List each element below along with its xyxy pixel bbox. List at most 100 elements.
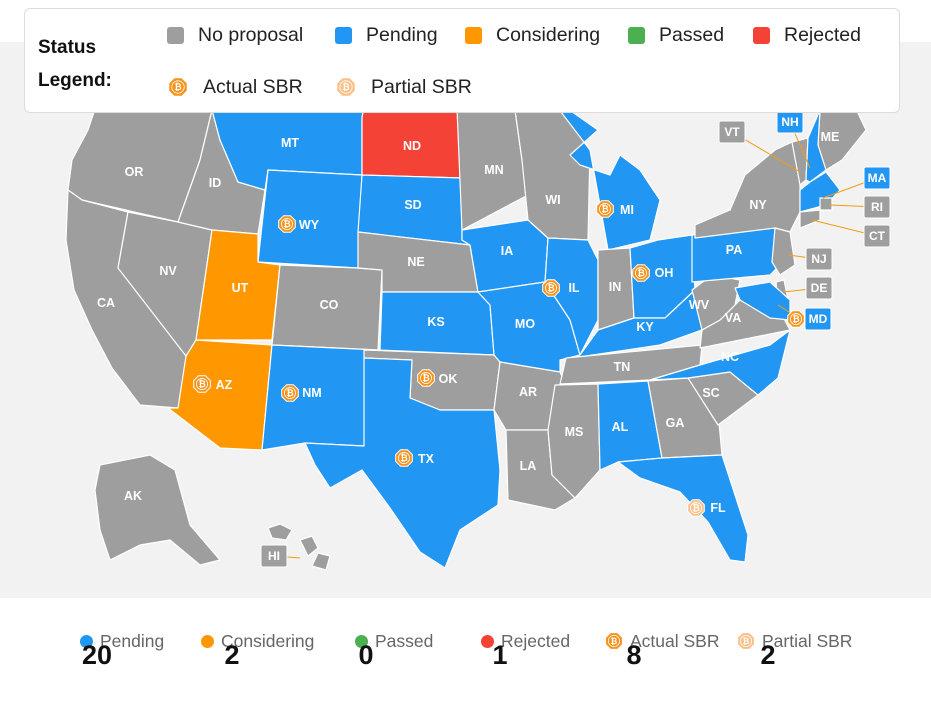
- state-box-ma[interactable]: MA: [863, 166, 891, 190]
- summary-item-partial-sbr: ₿ Partial SBR: [736, 630, 886, 652]
- state-label-la: LA: [520, 459, 537, 473]
- state-label-ok: OK: [439, 372, 458, 386]
- state-label-or: OR: [125, 165, 144, 179]
- bitcoin-actual-icon: ₿: [281, 384, 299, 402]
- state-label-wi: WI: [545, 193, 560, 207]
- summary-item-actual-sbr: ₿ Actual SBR: [604, 630, 754, 652]
- legend-label: Rejected: [784, 23, 861, 46]
- state-box-nj[interactable]: NJ: [805, 247, 833, 271]
- state-box-label-md: MD: [809, 312, 828, 326]
- state-label-mo: MO: [515, 317, 535, 331]
- summary-panel: Pending 20 Considering 2 Passed 0 Rejected 1 ₿ Ac…: [0, 598, 931, 712]
- summary-item-rejected: Rejected: [481, 630, 631, 652]
- state-label-in: IN: [609, 280, 622, 294]
- bitcoin-partial-icon: ₿: [737, 632, 755, 650]
- summary-label: Actual SBR: [630, 630, 720, 651]
- state-label-ca: CA: [97, 296, 115, 310]
- summary-dot: [481, 634, 494, 648]
- svg-text:₿: ₿: [422, 373, 429, 384]
- svg-text:₿: ₿: [547, 283, 554, 294]
- summary-label: Partial SBR: [762, 630, 853, 651]
- legend-label: Partial SBR: [371, 75, 472, 98]
- legend-swatch: [335, 26, 352, 44]
- state-box-de[interactable]: DE: [805, 276, 833, 300]
- state-label-wy: WY: [299, 218, 320, 232]
- state-label-oh: OH: [655, 266, 674, 280]
- state-label-pa: PA: [726, 243, 742, 257]
- state-label-id: ID: [209, 176, 222, 190]
- state-box-label-ct: CT: [869, 229, 886, 243]
- state-label-tx: TX: [418, 452, 435, 466]
- state-ak[interactable]: [94, 454, 221, 566]
- legend-item-pending: Pending: [335, 23, 438, 47]
- state-co[interactable]: [271, 264, 383, 351]
- state-label-mi: MI: [620, 203, 634, 217]
- bitcoin-actual-icon: ₿: [605, 632, 623, 650]
- state-label-fl: FL: [710, 501, 726, 515]
- bitcoin-partial-icon: ₿: [737, 632, 755, 650]
- legend-swatch: [628, 26, 645, 44]
- summary-count: 2: [760, 640, 776, 670]
- summary-dot: [80, 634, 93, 648]
- state-label-va: VA: [725, 311, 741, 325]
- state-box-md[interactable]: MD ₿: [787, 307, 832, 331]
- state-label-ms: MS: [565, 425, 584, 439]
- legend-label: Pending: [366, 23, 438, 46]
- state-label-nc: NC: [721, 350, 739, 364]
- summary-dot: [201, 634, 214, 648]
- state-label-tn: TN: [614, 360, 631, 374]
- state-nc[interactable]: [649, 329, 791, 396]
- state-label-me: ME: [821, 130, 840, 144]
- svg-text:₿: ₿: [286, 388, 293, 399]
- legend-swatch: [465, 26, 482, 44]
- state-label-ut: UT: [232, 281, 249, 295]
- state-box-label-vt: VT: [724, 125, 740, 139]
- state-box-label-ma: MA: [868, 171, 887, 185]
- bitcoin-actual-icon: ₿: [417, 369, 435, 387]
- bitcoin-actual-icon: ₿: [787, 310, 805, 328]
- legend-item-partial-sbr: ₿ Partial SBR: [335, 75, 472, 99]
- state-label-mt: MT: [281, 136, 299, 150]
- state-label-sd: SD: [404, 198, 421, 212]
- state-ca[interactable]: [65, 189, 206, 409]
- state-ri[interactable]: [819, 197, 833, 211]
- bitcoin-actual-icon: ₿: [193, 375, 211, 393]
- state-label-ks: KS: [427, 315, 444, 329]
- state-hi[interactable]: [267, 523, 331, 571]
- svg-text:₿: ₿: [637, 268, 644, 279]
- state-box-vt[interactable]: VT: [718, 120, 746, 144]
- state-labels: OR CA NV ID MT WY ₿ UT AZ ₿ CO NM ₿ ND SD NE KS OK ₿ TX ₿ MN I…: [97, 110, 891, 568]
- state-box-hi[interactable]: HI: [260, 544, 288, 568]
- state-label-ia: IA: [501, 244, 514, 258]
- us-map: OR CA NV ID MT WY ₿ UT AZ ₿ CO NM ₿ ND SD NE KS OK ₿ TX ₿ MN I…: [0, 42, 931, 598]
- state-box-ri[interactable]: RI: [863, 195, 891, 219]
- summary-dot: [355, 634, 368, 648]
- bitcoin-actual-icon: ₿: [168, 77, 188, 97]
- legend-label: No proposal: [198, 23, 304, 46]
- summary-item-considering: Considering: [201, 630, 351, 652]
- summary-label: Rejected: [501, 630, 571, 651]
- legend-label: Passed: [659, 23, 725, 46]
- state-fl[interactable]: [617, 454, 749, 563]
- state-ny[interactable]: [694, 141, 801, 239]
- state-label-ky: KY: [636, 320, 654, 334]
- svg-text:₿: ₿: [400, 453, 407, 464]
- legend-item-passed: Passed: [628, 23, 724, 47]
- state-shapes: [65, 54, 867, 571]
- state-label-nd: ND: [403, 139, 421, 153]
- summary-count: 1: [492, 640, 508, 670]
- state-box-ct[interactable]: CT: [863, 224, 891, 248]
- state-label-az: AZ: [216, 378, 233, 392]
- svg-text:₿: ₿: [342, 82, 349, 93]
- state-ct[interactable]: [799, 209, 821, 229]
- summary-item-passed: Passed: [355, 630, 505, 652]
- bitcoin-actual-icon: ₿: [395, 449, 413, 467]
- state-box-nh[interactable]: NH: [776, 110, 804, 134]
- bitcoin-actual-icon: ₿: [632, 264, 650, 282]
- summary-count: 2: [224, 640, 240, 670]
- svg-text:₿: ₿: [743, 636, 750, 646]
- state-label-wv: WV: [689, 298, 710, 312]
- state-label-mn: MN: [484, 163, 503, 177]
- state-nj[interactable]: [771, 227, 796, 276]
- summary-label: Pending: [100, 630, 165, 651]
